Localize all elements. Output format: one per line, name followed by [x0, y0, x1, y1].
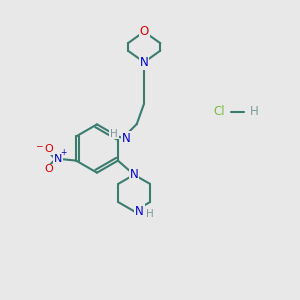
Text: H: H	[146, 208, 153, 219]
Text: +: +	[60, 148, 66, 157]
Text: N: N	[122, 132, 130, 145]
Text: O: O	[140, 25, 149, 38]
Text: N: N	[54, 154, 62, 164]
Text: H: H	[110, 128, 118, 139]
Text: −: −	[35, 141, 43, 150]
Text: Cl: Cl	[213, 105, 225, 118]
Text: N: N	[135, 205, 144, 218]
Text: N: N	[140, 56, 148, 69]
Text: H: H	[250, 105, 259, 118]
Text: O: O	[44, 144, 53, 154]
Text: N: N	[130, 168, 139, 181]
Text: O: O	[44, 164, 53, 174]
